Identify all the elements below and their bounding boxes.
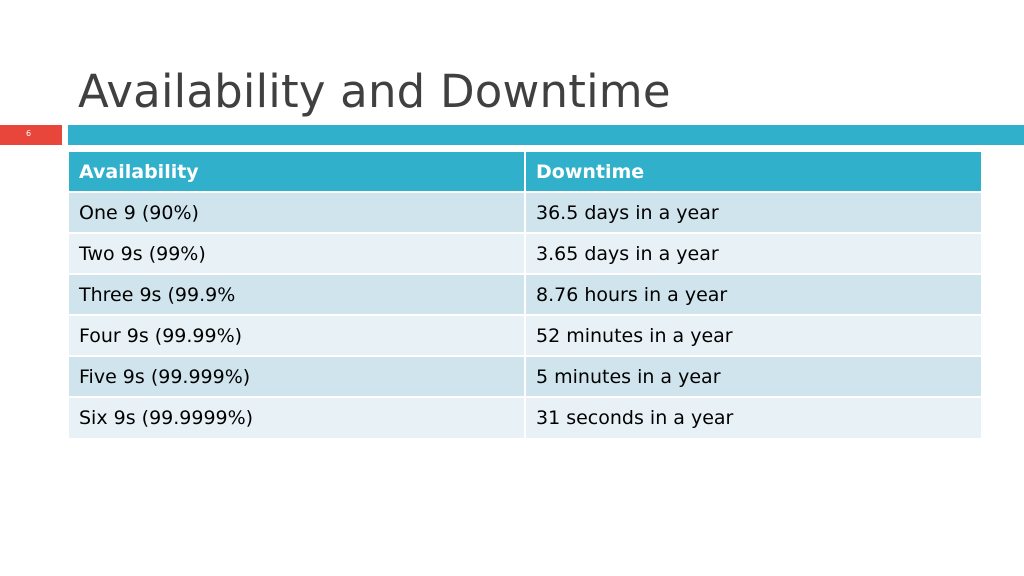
table-row: Four 9s (99.99%) 52 minutes in a year <box>69 315 981 356</box>
availability-cell: Three 9s (99.9% <box>69 274 525 315</box>
header-availability: Availability <box>69 152 525 192</box>
downtime-cell: 31 seconds in a year <box>524 397 981 438</box>
downtime-cell: 8.76 hours in a year <box>524 274 981 315</box>
downtime-cell: 5 minutes in a year <box>524 356 981 397</box>
availability-cell: Six 9s (99.9999%) <box>69 397 525 438</box>
availability-cell: Two 9s (99%) <box>69 233 525 274</box>
slide-title: Availability and Downtime <box>78 65 671 118</box>
availability-cell: One 9 (90%) <box>69 192 525 233</box>
downtime-cell: 3.65 days in a year <box>524 233 981 274</box>
table-row: Six 9s (99.9999%) 31 seconds in a year <box>69 397 981 438</box>
page-number: 6 <box>26 129 32 138</box>
table-row: Five 9s (99.999%) 5 minutes in a year <box>69 356 981 397</box>
page-number-box: 6 <box>0 125 62 145</box>
table-header-row: Availability Downtime <box>69 152 981 192</box>
downtime-cell: 36.5 days in a year <box>524 192 981 233</box>
availability-cell: Five 9s (99.999%) <box>69 356 525 397</box>
table-row: Two 9s (99%) 3.65 days in a year <box>69 233 981 274</box>
table-row: One 9 (90%) 36.5 days in a year <box>69 192 981 233</box>
availability-cell: Four 9s (99.99%) <box>69 315 525 356</box>
downtime-cell: 52 minutes in a year <box>524 315 981 356</box>
table-row: Three 9s (99.9% 8.76 hours in a year <box>69 274 981 315</box>
title-accent-bar <box>68 125 1024 145</box>
availability-table: Availability Downtime One 9 (90%) 36.5 d… <box>69 152 981 438</box>
header-downtime: Downtime <box>524 152 981 192</box>
